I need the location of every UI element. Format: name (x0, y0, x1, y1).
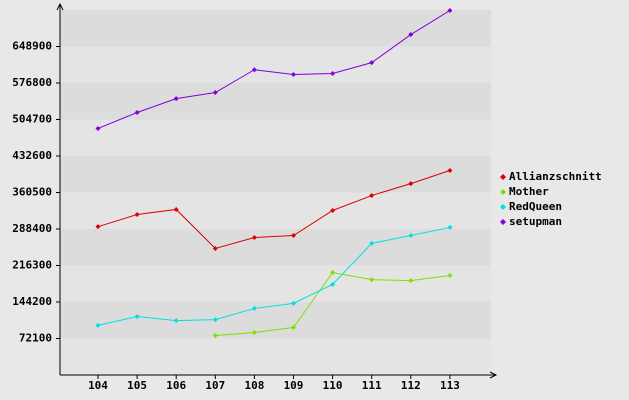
y-tick-label: 504700 (12, 113, 52, 126)
legend-label: Allianzschnitt (509, 170, 602, 183)
y-tick-label: 216300 (12, 259, 52, 272)
data-point (251, 305, 257, 311)
y-tick-label: 72100 (19, 332, 52, 345)
y-tick-label: 576800 (12, 76, 52, 89)
legend-label: setupman (509, 215, 562, 228)
grid-band (60, 10, 491, 47)
legend-label: RedQueen (509, 200, 562, 213)
data-point (291, 300, 296, 306)
data-point (134, 110, 140, 116)
data-point (291, 324, 296, 330)
x-tick-label: 110 (323, 379, 343, 392)
legend-marker (500, 189, 506, 195)
series-line (97, 170, 451, 249)
x-tick-label: 112 (401, 379, 421, 392)
data-point (212, 317, 218, 323)
grid-band (60, 229, 491, 266)
data-point (330, 281, 336, 287)
series-line (97, 10, 451, 129)
data-point (369, 60, 375, 66)
data-point (447, 273, 453, 279)
data-point (408, 233, 414, 239)
x-tick-label: 113 (440, 379, 460, 392)
data-point (291, 233, 296, 239)
grid-band (60, 265, 491, 302)
y-tick-label: 144200 (12, 295, 52, 308)
data-point (408, 32, 414, 38)
data-point (447, 8, 453, 14)
x-tick-label: 104 (88, 379, 108, 392)
x-axis-arrow (489, 371, 498, 379)
data-point (212, 245, 218, 251)
x-tick-label: 109 (284, 379, 304, 392)
data-point (134, 314, 140, 320)
x-tick-label: 106 (166, 379, 186, 392)
legend-marker (500, 219, 506, 225)
data-point (330, 71, 336, 77)
data-point (212, 90, 218, 96)
data-point (173, 96, 179, 102)
data-point (95, 224, 101, 230)
grid-band (60, 119, 491, 156)
grid-band (60, 46, 491, 83)
x-tick-label: 108 (244, 379, 264, 392)
grid-band (60, 156, 491, 193)
data-point (408, 278, 414, 284)
data-point (447, 224, 453, 230)
grid-band (60, 192, 491, 229)
data-point (134, 212, 140, 218)
data-point (291, 72, 296, 78)
legend-marker (500, 204, 506, 210)
series-line (97, 226, 451, 326)
y-tick-label: 648900 (12, 40, 52, 53)
data-point (173, 206, 179, 212)
x-tick-label: 111 (362, 379, 382, 392)
legend-marker (500, 174, 506, 180)
x-tick-label: 107 (205, 379, 225, 392)
y-tick-label: 288400 (12, 222, 52, 235)
data-point (369, 240, 375, 246)
data-point (173, 318, 179, 324)
y-tick-label: 432600 (12, 149, 52, 162)
x-tick-label: 105 (127, 379, 147, 392)
data-point (330, 269, 336, 275)
data-point (369, 193, 375, 199)
data-point (251, 329, 257, 335)
grid-band (60, 83, 491, 120)
data-point (369, 277, 375, 283)
data-point (95, 322, 101, 328)
legend-label: Mother (509, 185, 549, 198)
data-point (408, 181, 414, 187)
grid-band (60, 302, 491, 339)
data-point (212, 333, 218, 339)
data-point (251, 235, 257, 241)
data-point (95, 125, 101, 131)
data-point (251, 67, 257, 73)
y-tick-label: 360500 (12, 186, 52, 199)
data-point (330, 207, 336, 213)
y-axis-arrow (56, 2, 64, 11)
data-point (447, 167, 453, 173)
grid-band (60, 338, 491, 375)
